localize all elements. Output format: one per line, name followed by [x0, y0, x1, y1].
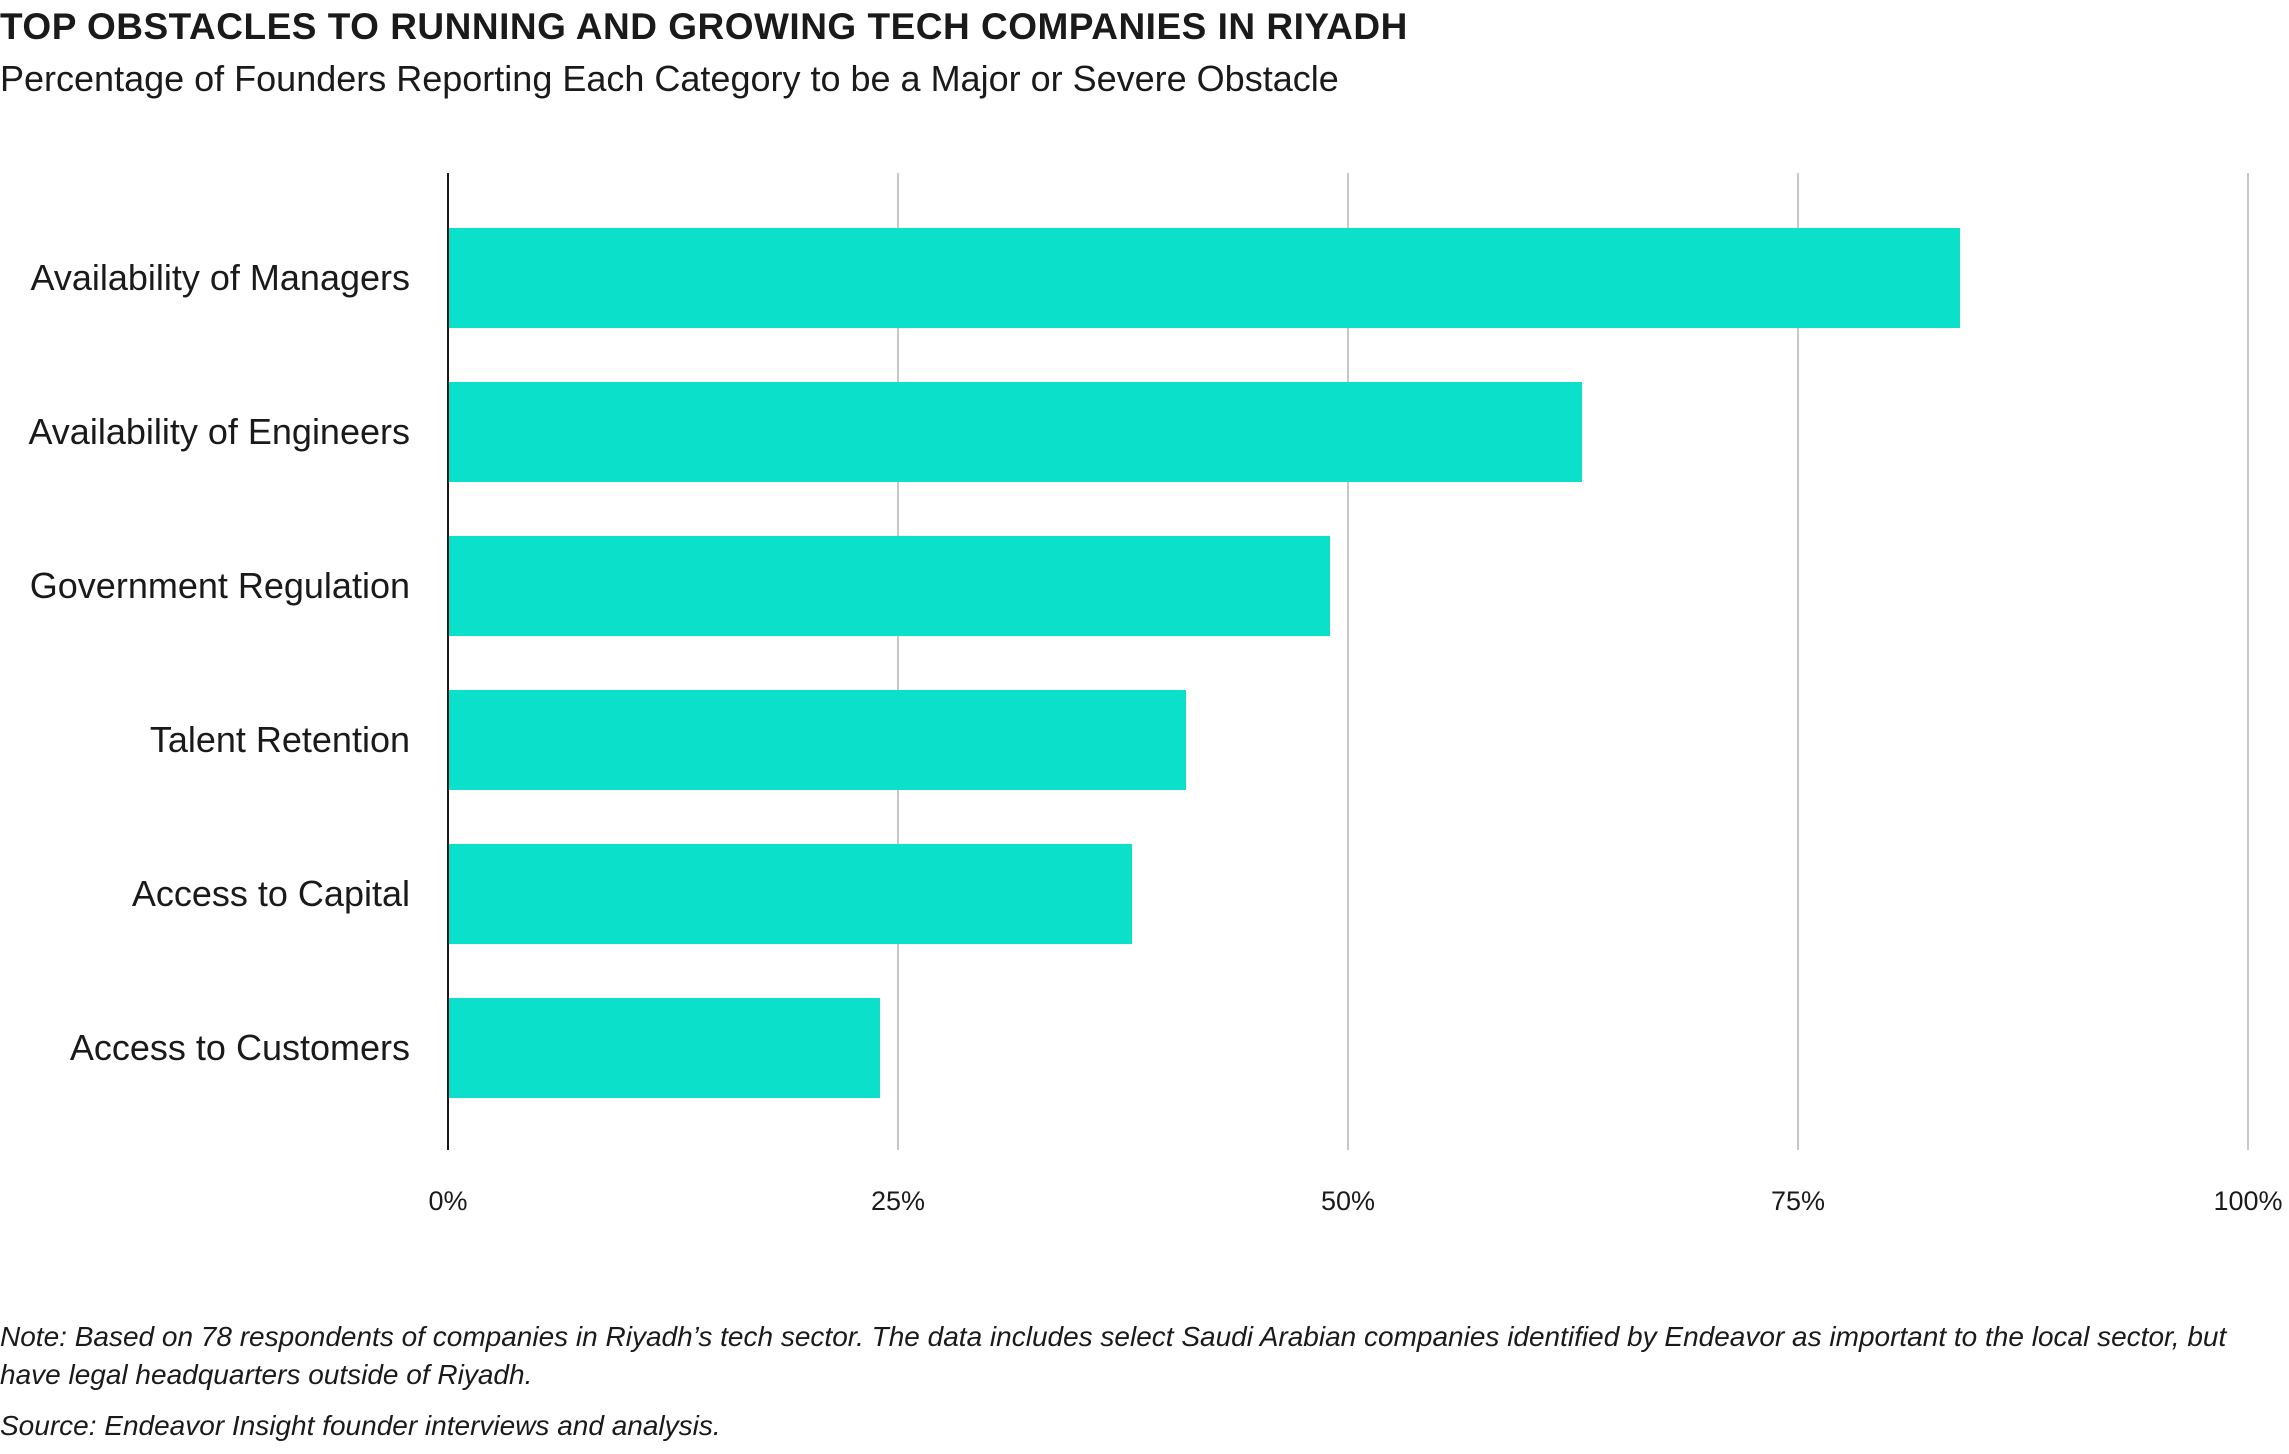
category-labels: Availability of Managers Availability of …: [28, 257, 410, 1068]
bar-chart: Availability of Managers Availability of …: [28, 173, 2283, 1216]
bar: [448, 998, 880, 1098]
bar: [448, 536, 1330, 636]
category-label: Talent Retention: [150, 719, 410, 760]
footnote-note: Note: Based on 78 respondents of compani…: [0, 1321, 2227, 1390]
category-label: Access to Capital: [132, 873, 410, 914]
category-label: Government Regulation: [30, 565, 410, 606]
category-label: Access to Customers: [70, 1027, 410, 1068]
bar: [448, 382, 1582, 482]
x-tick-label: 0%: [428, 1186, 467, 1216]
category-label: Availability of Engineers: [28, 411, 410, 452]
bar: [448, 844, 1132, 944]
x-tick-label: 75%: [1771, 1186, 1825, 1216]
tick-labels: 0% 25% 50% 75% 100%: [428, 1186, 2282, 1216]
bar: [448, 228, 1960, 328]
chart-subtitle: Percentage of Founders Reporting Each Ca…: [0, 58, 1339, 99]
bar: [448, 690, 1186, 790]
x-tick-label: 100%: [2213, 1186, 2282, 1216]
chart-title: TOP OBSTACLES TO RUNNING AND GROWING TEC…: [0, 6, 1408, 47]
x-tick-label: 50%: [1321, 1186, 1375, 1216]
bars: [448, 228, 1960, 1098]
gridlines: [897, 173, 2249, 1150]
category-label: Availability of Managers: [30, 257, 410, 298]
footnote-source: Source: Endeavor Insight founder intervi…: [0, 1410, 721, 1441]
x-tick-label: 25%: [871, 1186, 925, 1216]
